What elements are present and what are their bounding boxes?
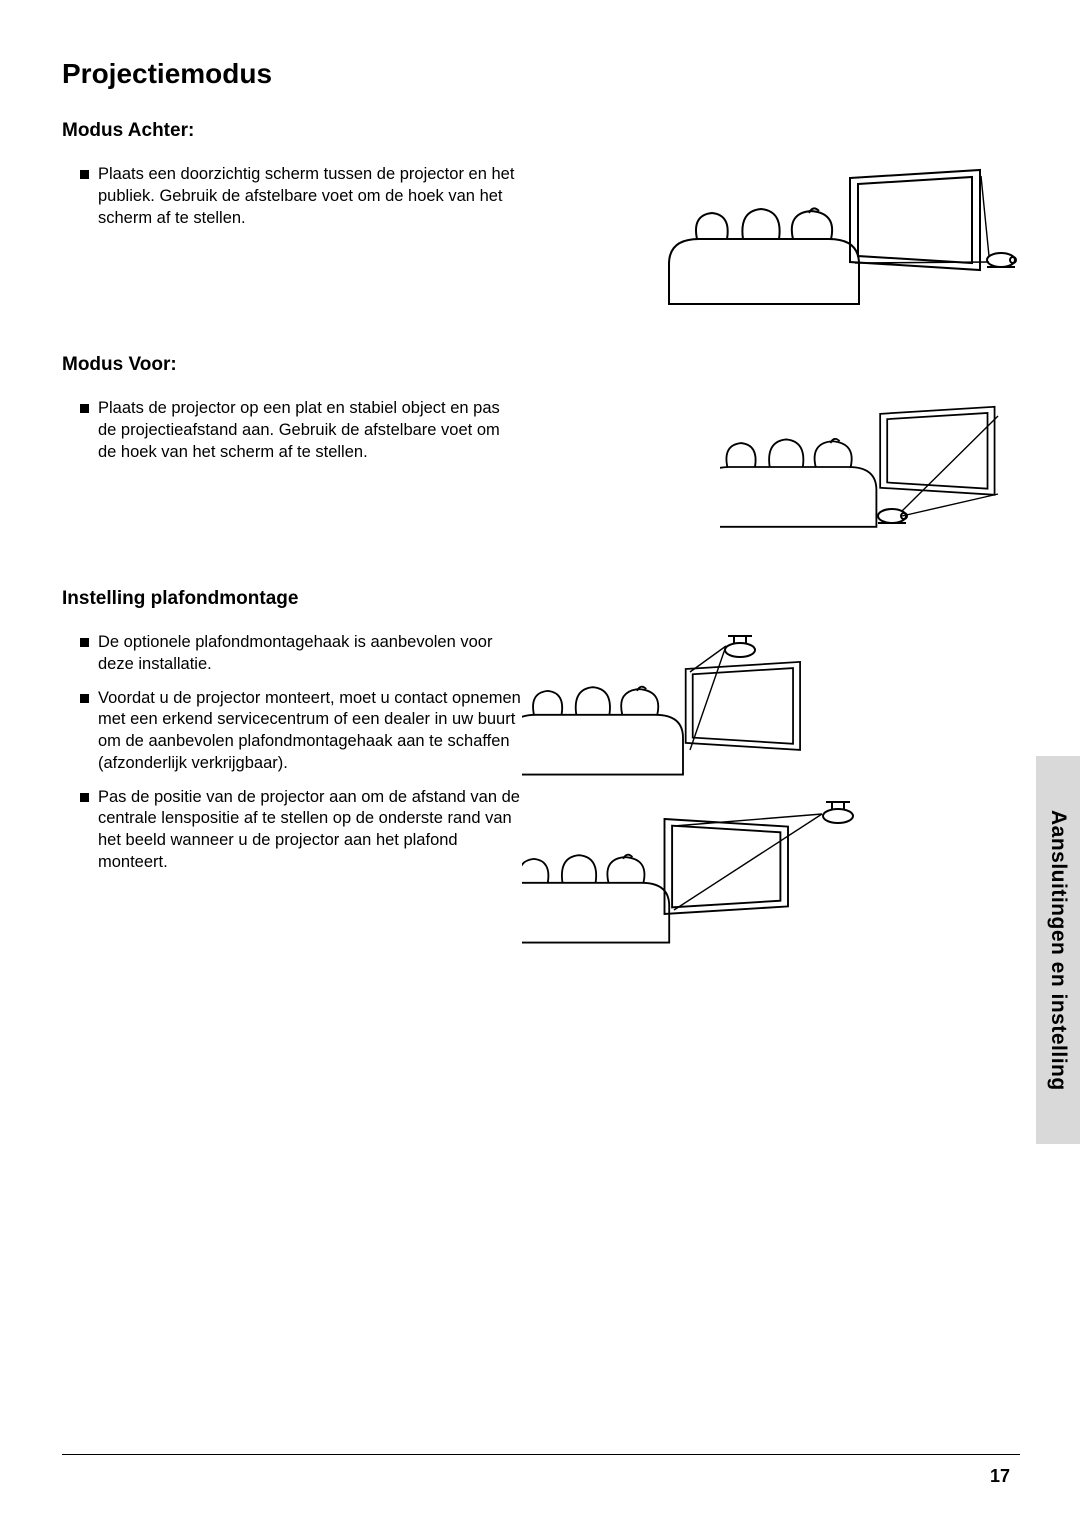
side-tab: Aansluitingen en instelling <box>1036 756 1080 1144</box>
page-rule <box>62 1454 1020 1455</box>
illustration-rear-mode <box>655 164 1020 314</box>
page-number: 17 <box>990 1466 1010 1487</box>
section-modus-voor: Modus Voor: Plaats de projector op een p… <box>62 354 1020 548</box>
heading-modus-achter: Modus Achter: <box>62 120 1020 142</box>
bullet-text: Voordat u de projector monteert, moet u … <box>80 688 522 775</box>
page-title: Projectiemodus <box>62 58 1020 90</box>
section-modus-achter: Modus Achter: Plaats een doorzichtig sch… <box>62 120 1020 314</box>
bullet-text: Pas de positie van de projector aan om d… <box>80 787 522 874</box>
bullet-text: Plaats de projector op een plat en stabi… <box>80 398 522 463</box>
illustration-ceiling-angled <box>522 800 862 955</box>
heading-plafondmontage: Instelling plafondmontage <box>62 588 1020 610</box>
illustration-ceiling-front <box>522 632 822 787</box>
section-plafondmontage: Instelling plafondmontage De optionele p… <box>62 588 1020 960</box>
bullet-text: Plaats een doorzichtig scherm tussen de … <box>80 164 522 229</box>
illustration-front-mode <box>720 398 1020 548</box>
side-tab-label: Aansluitingen en instelling <box>1046 810 1070 1091</box>
bullet-text: De optionele plafondmontagehaak is aanbe… <box>80 632 522 676</box>
heading-modus-voor: Modus Voor: <box>62 354 1020 376</box>
